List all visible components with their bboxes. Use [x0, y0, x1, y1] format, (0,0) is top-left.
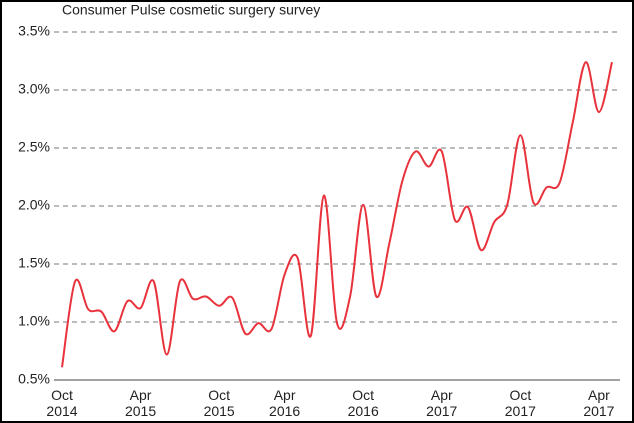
- x-tick-label: Oct 2014: [46, 387, 77, 419]
- y-tick-label: 2.0%: [18, 197, 50, 213]
- x-tick-label: Oct 2015: [204, 387, 235, 419]
- y-tick-label: 1.5%: [18, 255, 50, 271]
- y-tick-label: 3.0%: [18, 81, 50, 97]
- x-tick-label: Apr 2015: [125, 387, 156, 419]
- y-tick-label: 3.5%: [18, 23, 50, 39]
- y-tick-label: 2.5%: [18, 139, 50, 155]
- data-line: [61, 61, 613, 368]
- x-tick-label: Apr 2017: [583, 387, 614, 419]
- x-tick-label: Apr 2016: [269, 387, 300, 419]
- y-tick-label: 0.5%: [18, 371, 50, 387]
- x-tick-label: Oct 2017: [505, 387, 536, 419]
- x-tick-label: Apr 2017: [426, 387, 457, 419]
- y-tick-label: 1.0%: [18, 313, 50, 329]
- x-tick-label: Oct 2016: [348, 387, 379, 419]
- chart-title: Consumer Pulse cosmetic surgery survey: [62, 2, 320, 18]
